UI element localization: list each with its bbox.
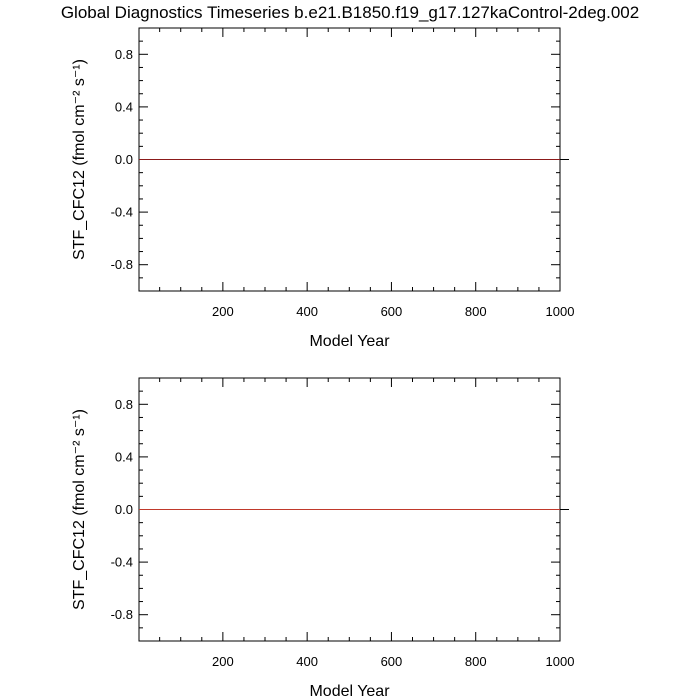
y-tick-labels: 0.8 0.4 0.0 -0.4 -0.8	[111, 47, 133, 272]
tick-marks	[139, 378, 561, 641]
x-tick-label: 600	[381, 304, 403, 319]
y-tick-label: 0.8	[115, 397, 133, 412]
x-tick-label: 400	[296, 654, 318, 669]
y-tick-label: 0.4	[115, 99, 133, 114]
x-tick-label: 200	[212, 654, 234, 669]
panel-bottom: 0.8 0.4 0.0 -0.4 -0.8 200 400 600 800 1000 Model…	[71, 377, 574, 700]
x-tick-label: 800	[465, 304, 487, 319]
x-axis-label: Model Year	[309, 333, 390, 350]
figure-title: Global Diagnostics Timeseries b.e21.B185…	[61, 3, 639, 22]
y-axis-label: STF_CFC12 (fmol cm⁻² s⁻¹)	[71, 409, 88, 610]
y-tick-label: 0.8	[115, 47, 133, 62]
x-tick-label: 400	[296, 304, 318, 319]
x-tick-labels: 200 400 600 800 1000	[212, 654, 574, 669]
x-tick-label: 1000	[546, 304, 575, 319]
x-tick-label: 200	[212, 304, 234, 319]
y-tick-label: -0.4	[111, 555, 133, 570]
y-tick-label: 0.4	[115, 449, 133, 464]
y-tick-label: 0.0	[115, 152, 133, 167]
panel-top: 0.8 0.4 0.0 -0.4 -0.8 200 400 600 800 1000 Model…	[71, 27, 574, 350]
y-axis-label: STF_CFC12 (fmol cm⁻² s⁻¹)	[71, 59, 88, 260]
y-tick-label: 0.0	[115, 502, 133, 517]
x-tick-label: 1000	[546, 654, 575, 669]
x-tick-labels: 200 400 600 800 1000	[212, 304, 574, 319]
y-tick-label: -0.4	[111, 205, 133, 220]
y-tick-labels: 0.8 0.4 0.0 -0.4 -0.8	[111, 397, 133, 622]
x-tick-label: 800	[465, 654, 487, 669]
y-tick-label: -0.8	[111, 607, 133, 622]
y-tick-label: -0.8	[111, 257, 133, 272]
x-tick-label: 600	[381, 654, 403, 669]
x-axis-label: Model Year	[309, 683, 390, 700]
